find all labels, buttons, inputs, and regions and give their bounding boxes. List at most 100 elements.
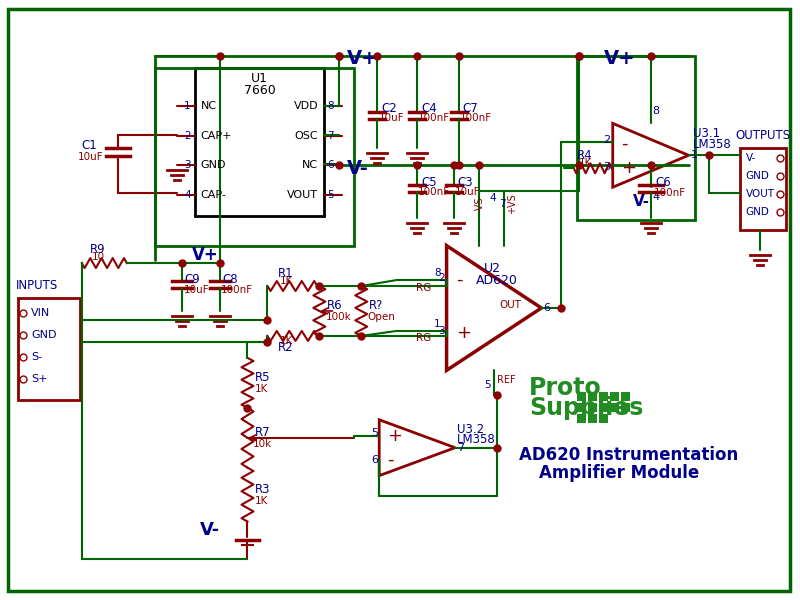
Text: CAP+: CAP+ — [201, 131, 232, 141]
Text: U1: U1 — [251, 72, 268, 85]
Bar — [610, 392, 618, 401]
Text: V-: V- — [347, 159, 369, 178]
Text: 2: 2 — [438, 273, 445, 283]
Text: 10uF: 10uF — [455, 187, 481, 197]
Bar — [577, 414, 586, 423]
Bar — [621, 403, 630, 412]
Text: LM358: LM358 — [693, 138, 731, 151]
Text: V-: V- — [633, 194, 650, 209]
Text: 2: 2 — [602, 136, 610, 145]
Text: VIN: VIN — [31, 308, 50, 318]
Text: C9: C9 — [185, 272, 200, 286]
Text: REF: REF — [497, 376, 515, 385]
Text: 2: 2 — [184, 131, 190, 141]
Text: AD620: AD620 — [476, 274, 518, 287]
Text: R3: R3 — [254, 483, 270, 496]
Text: +: + — [621, 159, 636, 177]
Text: 1K: 1K — [254, 496, 268, 506]
Text: 7: 7 — [499, 199, 506, 209]
Bar — [741, 148, 786, 230]
Text: V+: V+ — [347, 49, 379, 68]
Text: R1: R1 — [278, 266, 293, 280]
Text: C1: C1 — [82, 139, 98, 152]
Text: 1: 1 — [184, 101, 190, 112]
Text: 6: 6 — [543, 303, 550, 313]
Text: OUTPUTS: OUTPUTS — [736, 129, 791, 142]
Text: +: + — [387, 427, 402, 445]
Text: 3: 3 — [602, 162, 610, 172]
Text: 1K: 1K — [254, 384, 268, 394]
Text: R7: R7 — [254, 426, 270, 439]
Text: 100nF: 100nF — [221, 285, 253, 295]
Text: 6: 6 — [327, 160, 334, 170]
Bar — [18, 298, 80, 400]
Polygon shape — [379, 420, 455, 476]
Text: 100nF: 100nF — [418, 113, 450, 124]
Bar — [588, 414, 597, 423]
Text: U3.2: U3.2 — [457, 423, 484, 436]
Polygon shape — [446, 245, 542, 370]
Text: 1K: 1K — [279, 276, 293, 286]
Text: 6: 6 — [371, 455, 378, 464]
Text: LM358: LM358 — [457, 433, 496, 446]
Text: NC: NC — [302, 160, 318, 170]
Text: Amplifier Module: Amplifier Module — [539, 464, 699, 482]
Text: 4: 4 — [489, 193, 496, 203]
Text: 8: 8 — [434, 268, 441, 278]
Text: V+: V+ — [192, 246, 218, 264]
Text: 5: 5 — [371, 428, 378, 438]
Text: 5: 5 — [327, 190, 334, 200]
Text: 100k: 100k — [326, 312, 351, 322]
Text: VDD: VDD — [294, 101, 318, 112]
Text: 10uF: 10uF — [78, 152, 103, 162]
Text: V+: V+ — [604, 49, 635, 68]
Text: RG: RG — [416, 283, 432, 293]
Polygon shape — [613, 124, 689, 187]
Text: Supplies: Supplies — [529, 396, 643, 420]
Text: 4: 4 — [653, 192, 660, 202]
Text: 100nF: 100nF — [460, 113, 492, 124]
Bar — [588, 403, 597, 412]
Text: Open: Open — [367, 312, 395, 322]
Text: R2: R2 — [278, 341, 293, 355]
Text: GND: GND — [201, 160, 226, 170]
Bar — [610, 403, 618, 412]
Bar — [588, 392, 597, 401]
Text: 1: 1 — [690, 150, 698, 160]
Text: 10: 10 — [92, 252, 105, 262]
Text: 3: 3 — [184, 160, 190, 170]
Text: NC: NC — [201, 101, 217, 112]
Text: 10uF: 10uF — [184, 285, 210, 295]
Text: CAP-: CAP- — [201, 190, 226, 200]
Text: -: - — [621, 134, 627, 152]
Bar — [621, 392, 630, 401]
Bar — [598, 403, 608, 412]
Bar — [154, 68, 354, 246]
Text: 3: 3 — [438, 326, 445, 336]
Text: 1K: 1K — [579, 158, 592, 168]
Bar — [194, 68, 324, 216]
Text: Proto: Proto — [529, 376, 602, 400]
Text: C5: C5 — [421, 176, 437, 189]
Text: 4: 4 — [184, 190, 190, 200]
Text: U3.1: U3.1 — [693, 127, 720, 140]
Text: GND: GND — [746, 171, 770, 181]
Text: V-: V- — [199, 521, 220, 539]
Text: 7: 7 — [457, 443, 464, 452]
Bar — [598, 414, 608, 423]
Text: C3: C3 — [457, 176, 473, 189]
Text: -: - — [456, 271, 462, 289]
Text: VOUT: VOUT — [746, 189, 774, 199]
Text: 100nF: 100nF — [654, 188, 686, 198]
Text: 100nF: 100nF — [418, 187, 450, 197]
Text: -: - — [387, 451, 394, 469]
Text: 1K: 1K — [279, 336, 293, 346]
Text: RG: RG — [416, 333, 432, 343]
Text: V-: V- — [746, 153, 756, 163]
Text: AD620 Instrumentation: AD620 Instrumentation — [519, 446, 738, 464]
Text: R9: R9 — [90, 242, 106, 256]
Text: GND: GND — [746, 207, 770, 217]
Text: 7660: 7660 — [243, 84, 275, 97]
Text: C2: C2 — [382, 102, 397, 115]
Text: C8: C8 — [222, 272, 238, 286]
